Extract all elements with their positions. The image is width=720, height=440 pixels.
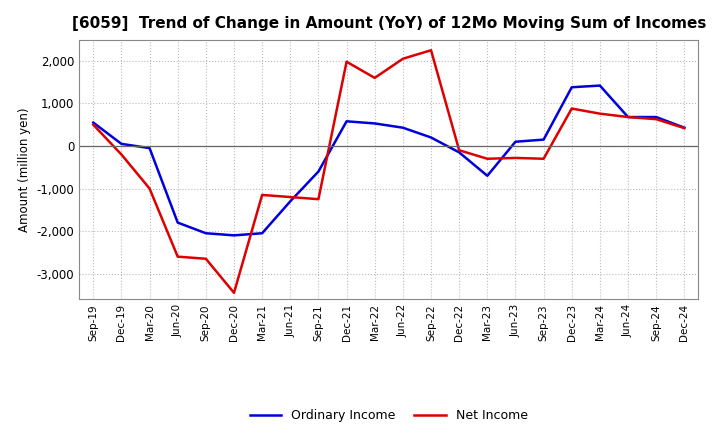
Ordinary Income — [286, 199, 294, 204]
Line: Net Income: Net Income — [94, 50, 684, 293]
Net Income — [202, 256, 210, 261]
Ordinary Income — [342, 119, 351, 124]
Net Income — [286, 194, 294, 200]
Net Income — [258, 192, 266, 198]
Legend: Ordinary Income, Net Income: Ordinary Income, Net Income — [245, 404, 533, 427]
Net Income — [539, 156, 548, 161]
Ordinary Income — [258, 231, 266, 236]
Ordinary Income — [174, 220, 182, 225]
Ordinary Income — [427, 135, 436, 140]
Ordinary Income — [483, 173, 492, 179]
Net Income — [567, 106, 576, 111]
Net Income — [117, 152, 126, 157]
Title: [6059]  Trend of Change in Amount (YoY) of 12Mo Moving Sum of Incomes: [6059] Trend of Change in Amount (YoY) o… — [71, 16, 706, 32]
Net Income — [652, 117, 660, 122]
Ordinary Income — [230, 233, 238, 238]
Y-axis label: Amount (million yen): Amount (million yen) — [18, 107, 31, 231]
Net Income — [483, 156, 492, 161]
Ordinary Income — [539, 137, 548, 142]
Net Income — [89, 122, 98, 127]
Net Income — [427, 48, 436, 53]
Ordinary Income — [399, 125, 408, 130]
Net Income — [314, 197, 323, 202]
Ordinary Income — [652, 114, 660, 120]
Ordinary Income — [145, 146, 154, 151]
Ordinary Income — [370, 121, 379, 126]
Ordinary Income — [314, 169, 323, 174]
Ordinary Income — [117, 141, 126, 147]
Line: Ordinary Income: Ordinary Income — [94, 85, 684, 235]
Ordinary Income — [511, 139, 520, 144]
Net Income — [342, 59, 351, 64]
Ordinary Income — [455, 150, 464, 155]
Net Income — [595, 111, 604, 116]
Ordinary Income — [680, 125, 688, 130]
Ordinary Income — [567, 84, 576, 90]
Net Income — [145, 186, 154, 191]
Net Income — [230, 290, 238, 295]
Net Income — [455, 147, 464, 153]
Net Income — [370, 75, 379, 81]
Ordinary Income — [595, 83, 604, 88]
Net Income — [624, 114, 632, 120]
Net Income — [399, 56, 408, 62]
Net Income — [680, 125, 688, 131]
Ordinary Income — [202, 231, 210, 236]
Ordinary Income — [624, 114, 632, 120]
Ordinary Income — [89, 120, 98, 125]
Net Income — [174, 254, 182, 259]
Net Income — [511, 155, 520, 161]
